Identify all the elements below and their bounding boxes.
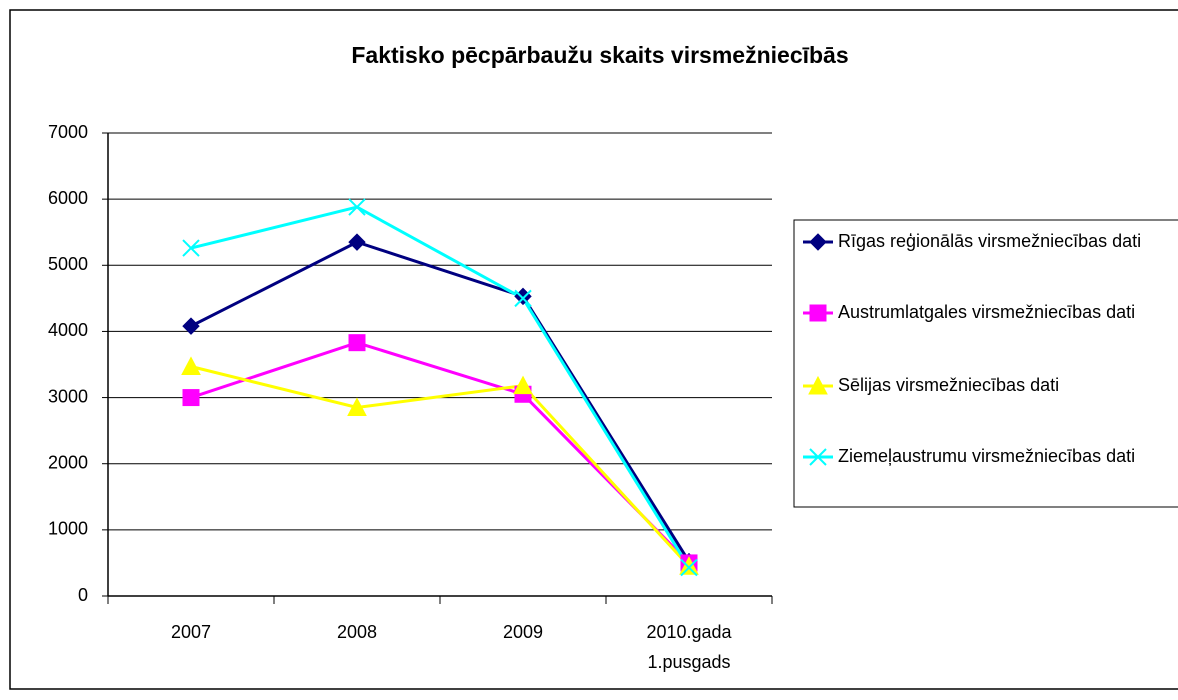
data-point [181,356,201,375]
y-tick-label: 2000 [48,452,88,472]
y-tick-label: 0 [78,585,88,605]
series-line [190,240,691,563]
data-point [679,556,699,575]
y-tick-label: 3000 [48,386,88,406]
data-point [514,289,532,308]
legend-marker [809,448,827,466]
series-line [190,365,691,568]
data-point [513,375,533,395]
data-point [347,397,367,416]
y-tick-label: 5000 [48,254,88,274]
data-point [182,317,200,335]
x-tick-label: 2008 [337,622,377,642]
legend-label: Rīgas reģionālās virsmežniecības dati [838,231,1141,251]
data-point [182,239,200,257]
y-tick-label: 4000 [48,320,88,340]
y-tick-label: 7000 [48,122,88,142]
legend-box [793,219,1178,508]
x-tick-label: 2009 [503,622,543,642]
legend-label: Ziemeļaustrumu virsmežniecības dati [838,446,1135,466]
legend-label: Austrumlatgales virsmežniecības dati [838,302,1135,322]
series-line [190,341,691,564]
legend-marker [809,304,827,322]
data-point [348,334,366,352]
series-line [190,205,691,569]
data-point [348,233,366,251]
y-tick-label: 6000 [48,188,88,208]
data-point [348,198,366,216]
data-point [182,389,200,407]
legend-marker [808,375,828,395]
chart-title: Faktisko pēcpārbaužu skaits virsmežniecī… [351,42,848,68]
x-tick-label: 2010.gada 1.pusgads [646,622,732,672]
legend-label: Sēlijas virsmežniecības dati [838,375,1059,395]
x-tick-label: 2007 [171,622,211,642]
data-point [680,558,698,577]
legend-marker [809,233,827,251]
y-tick-label: 1000 [48,519,88,539]
